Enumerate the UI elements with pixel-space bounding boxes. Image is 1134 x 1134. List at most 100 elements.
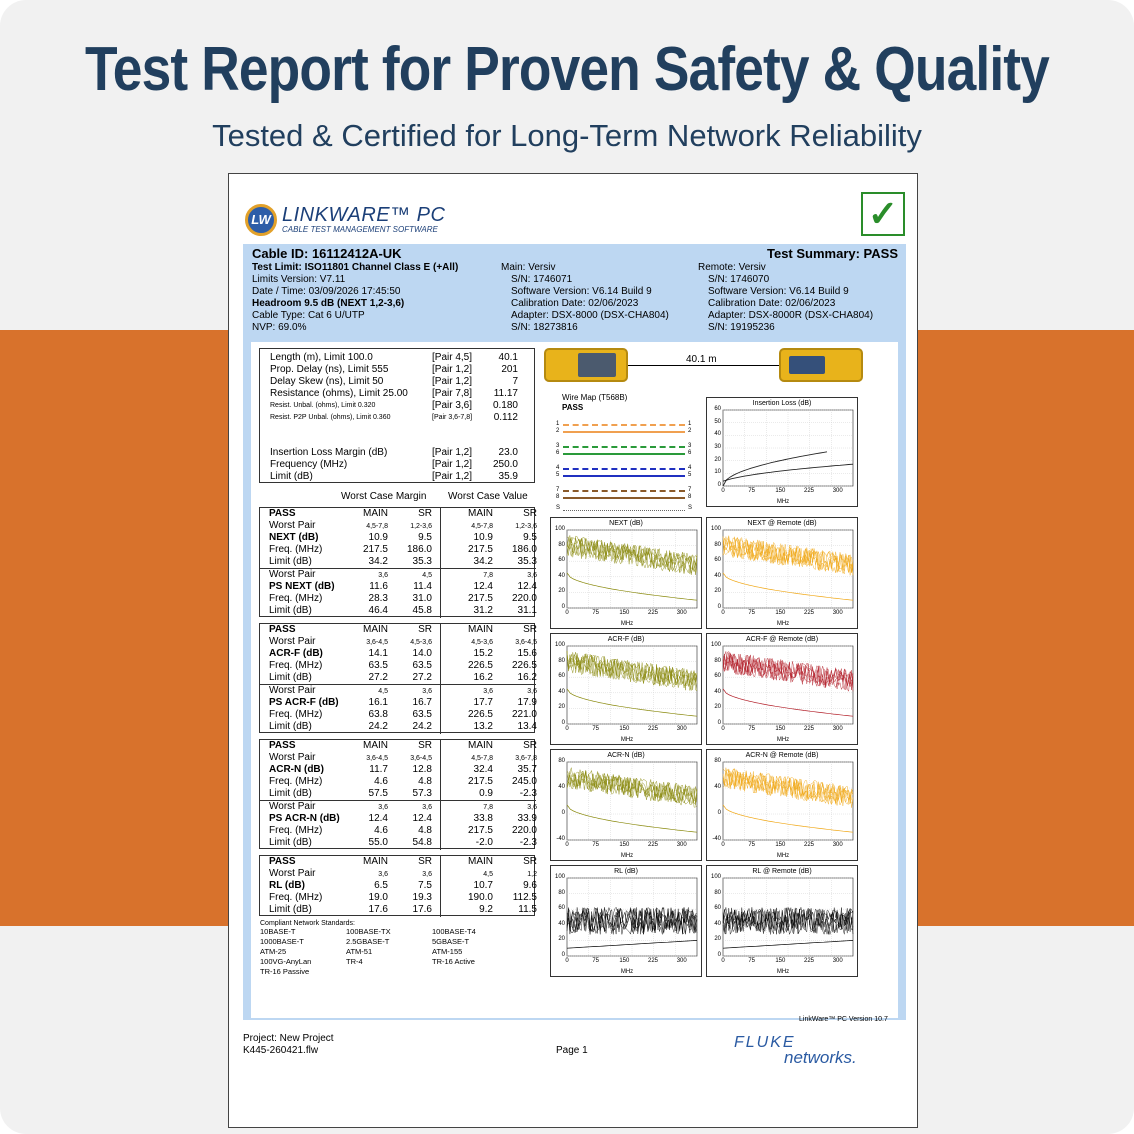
- shield-right: S: [688, 505, 693, 511]
- measure-value: 6.5: [374, 880, 388, 891]
- y-tick: 100: [710, 526, 721, 532]
- x-axis-label: MHz: [620, 969, 634, 975]
- worst-pair: 1,2-3,6: [410, 523, 432, 530]
- il-label: Frequency (MHz): [270, 459, 348, 470]
- freq-value: 226.5: [467, 660, 493, 671]
- pin-right: 4: [688, 465, 692, 471]
- limit-label: Limit (dB): [269, 788, 312, 799]
- limit-value: 35.3: [517, 556, 537, 567]
- limit-value: -2.0: [475, 837, 493, 848]
- chart-trace: [722, 768, 854, 806]
- summary-value: 0.112: [493, 412, 518, 423]
- x-tick: 0: [721, 726, 725, 732]
- limit-value: 24.2: [368, 721, 388, 732]
- summary-value: 7: [512, 376, 518, 387]
- standard-item: TR-16 Active: [432, 957, 475, 966]
- chart-trace: [566, 650, 698, 688]
- pin-left: 7: [556, 487, 560, 493]
- x-axis-label: MHz: [776, 737, 790, 743]
- x-tick: 75: [592, 958, 600, 964]
- worst-pair: 1,2: [527, 871, 537, 878]
- y-tick: 100: [554, 874, 565, 880]
- x-tick: 225: [648, 958, 659, 964]
- header-mid-line: Calibration Date: 02/06/2023: [511, 298, 639, 309]
- standard-item: 2.5GBASE-T: [346, 937, 390, 946]
- wire-pair-line: [563, 453, 685, 455]
- il-value: 250.0: [492, 459, 518, 470]
- y-tick: 40: [714, 572, 721, 579]
- worst-pair: 4,5-3,6: [471, 639, 493, 646]
- standard-item: TR-16 Passive: [260, 967, 310, 976]
- x-tick: 0: [721, 610, 725, 616]
- worst-pair: 4,5: [378, 688, 388, 695]
- x-tick: 300: [832, 726, 843, 732]
- x-tick: 300: [832, 488, 843, 494]
- measure-value: 9.5: [418, 532, 432, 543]
- y-tick: 20: [714, 704, 721, 711]
- measure-value: 35.7: [517, 764, 537, 775]
- x-tick: 0: [565, 842, 569, 848]
- wire-pair-line: [563, 424, 685, 426]
- x-tick: 0: [565, 610, 569, 616]
- summary-label: Resist. Unbal. (ohms), Limit 0.320: [270, 402, 376, 409]
- header-left-line: NVP: 69.0%: [252, 322, 307, 333]
- summary-label: Delay Skew (ns), Limit 50: [270, 376, 384, 387]
- x-tick: 225: [648, 610, 659, 616]
- il-pair: [Pair 1,2]: [432, 459, 473, 470]
- freq-value: 226.5: [511, 660, 537, 671]
- x-tick: 225: [648, 726, 659, 732]
- header-left-line: Limits Version: V7.11: [252, 274, 346, 285]
- measure-value: 9.5: [523, 532, 537, 543]
- measure-value: 12.4: [517, 581, 537, 592]
- results-inner: Length (m), Limit 100.0 [Pair 4,5] 40.1 Pro…: [251, 342, 898, 1018]
- measure-value: 14.1: [368, 648, 388, 659]
- header-mid-line: S/N: 18273816: [511, 322, 578, 333]
- measure-value: 12.4: [412, 813, 432, 824]
- y-tick: 100: [554, 642, 565, 648]
- limit-line: [566, 688, 698, 717]
- chart-title: Insertion Loss (dB): [752, 400, 812, 407]
- summary-label: Resistance (ohms), Limit 25.00: [270, 388, 408, 399]
- worst-pair: 3,6: [378, 572, 388, 579]
- chart-trace: [566, 907, 698, 935]
- logo-name: LINKWARE™ PC: [282, 204, 446, 226]
- standard-item: ATM-25: [260, 947, 287, 956]
- chart-plot: [566, 761, 698, 841]
- result-section: PASS MAIN SR MAIN SR Worst Pair RL (dB) Freq. (…: [259, 855, 537, 917]
- x-tick: 300: [676, 610, 687, 616]
- x-tick: 150: [619, 842, 630, 848]
- y-tick: 0: [717, 952, 721, 958]
- limit-value: 55.0: [368, 837, 388, 848]
- limit-line: [722, 940, 854, 949]
- standard-item: 5GBASE-T: [432, 937, 470, 946]
- column-head: MAIN: [363, 740, 388, 751]
- il-label: Insertion Loss Margin (dB): [270, 447, 388, 458]
- worst-pair: 4,5: [422, 572, 432, 579]
- limit-value: 27.2: [368, 672, 388, 683]
- y-tick: 0: [561, 810, 565, 816]
- test-summary: Test Summary: PASS: [766, 246, 898, 261]
- freq-value: 28.3: [368, 593, 388, 604]
- wire-pair-line: [563, 468, 685, 470]
- measure-value: 33.8: [473, 813, 493, 824]
- freq-value: 245.0: [511, 776, 537, 787]
- chart-trace: [566, 906, 698, 935]
- y-tick: 60: [714, 406, 721, 412]
- worst-pair: 4,5-7,8: [366, 523, 388, 530]
- x-axis-label: MHz: [776, 621, 790, 627]
- y-tick: 0: [717, 810, 721, 816]
- freq-label: Freq. (MHz): [269, 892, 323, 903]
- version: LinkWare™ PC Version 10.7: [799, 1016, 888, 1023]
- x-tick: 0: [721, 842, 725, 848]
- chart-trace: [566, 771, 698, 808]
- limit-label: Limit (dB): [269, 837, 312, 848]
- report-header: Cable ID: 16112412A-UK Test Summary: PAS…: [243, 244, 906, 334]
- standard-item: 1000BASE-T: [260, 937, 304, 946]
- group-divider: [260, 568, 536, 569]
- freq-value: 4.8: [418, 776, 432, 787]
- project: Project: New Project: [243, 1033, 334, 1044]
- column-head: MAIN: [468, 508, 493, 519]
- pin-right: 2: [688, 428, 692, 434]
- measure-value: 12.8: [412, 764, 432, 775]
- header-mid-line: Adapter: DSX-8000 (DSX-CHA804): [511, 310, 669, 321]
